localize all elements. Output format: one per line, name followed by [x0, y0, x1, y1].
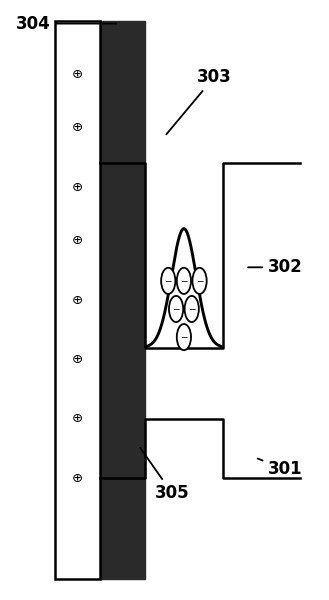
Text: −: − — [172, 304, 180, 313]
Circle shape — [192, 268, 207, 294]
Circle shape — [161, 268, 175, 294]
Text: −: − — [188, 304, 195, 313]
Text: −: − — [180, 332, 188, 341]
Circle shape — [169, 296, 183, 322]
Text: $\oplus$: $\oplus$ — [71, 181, 83, 194]
Text: 302: 302 — [248, 259, 303, 277]
Text: −: − — [196, 277, 203, 286]
Text: 303: 303 — [166, 68, 232, 134]
Text: $\oplus$: $\oplus$ — [71, 353, 83, 366]
Bar — [100, 20, 145, 580]
Text: −: − — [164, 277, 172, 286]
Circle shape — [177, 324, 191, 350]
Circle shape — [185, 296, 199, 322]
Text: $\oplus$: $\oplus$ — [71, 68, 83, 80]
Text: $\oplus$: $\oplus$ — [71, 412, 83, 425]
Circle shape — [177, 268, 191, 294]
Text: $\oplus$: $\oplus$ — [71, 121, 83, 134]
Text: 305: 305 — [140, 448, 190, 502]
Text: $\oplus$: $\oplus$ — [71, 234, 83, 247]
Bar — [55, 20, 100, 580]
Text: 301: 301 — [258, 458, 303, 478]
Text: $\oplus$: $\oplus$ — [71, 293, 83, 307]
Text: $\oplus$: $\oplus$ — [71, 472, 83, 485]
Text: −: − — [180, 277, 188, 286]
Text: 304: 304 — [16, 14, 116, 32]
